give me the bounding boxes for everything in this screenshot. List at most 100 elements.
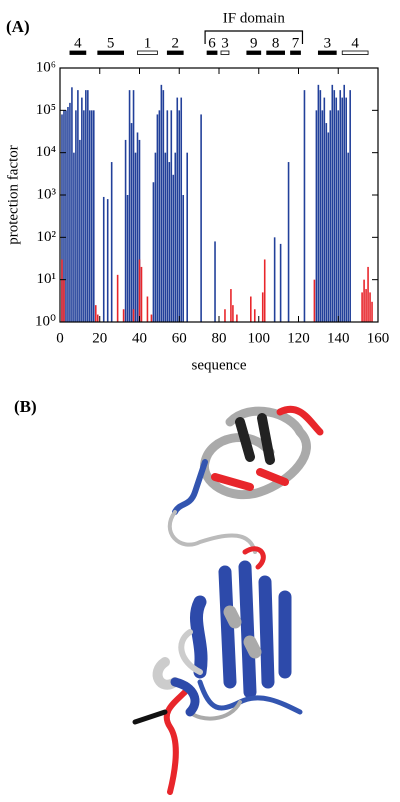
bar [156, 114, 159, 323]
segment-label: 8 [272, 35, 280, 51]
panel-label: (A) [6, 17, 30, 36]
bar [371, 301, 373, 322]
bar [250, 296, 252, 322]
bar [345, 97, 347, 323]
bar [339, 90, 342, 323]
bar [132, 90, 135, 323]
bar [323, 97, 326, 323]
bar [124, 139, 127, 322]
bar [319, 90, 322, 323]
y-axis-label: protection factor [5, 145, 21, 245]
bar [303, 90, 306, 323]
bar [333, 90, 336, 323]
bar [75, 110, 77, 322]
bar [317, 84, 320, 322]
bar [160, 84, 163, 322]
bar [79, 139, 81, 322]
bar [331, 84, 334, 322]
bar [325, 123, 328, 322]
bar [134, 152, 137, 322]
bar [140, 266, 143, 322]
bar [253, 309, 256, 322]
x-tick-label: 40 [132, 330, 147, 346]
y-tick-label: 10⁵ [36, 102, 56, 118]
bar [367, 266, 369, 322]
x-tick-label: 140 [327, 330, 350, 346]
bar [321, 110, 324, 322]
y-tick-label: 10⁴ [36, 144, 56, 160]
segment [220, 50, 230, 55]
bar [287, 162, 290, 322]
bar [106, 199, 109, 322]
bar [146, 296, 149, 322]
bar [337, 110, 340, 322]
bar [132, 309, 135, 322]
x-tick-label: 20 [92, 330, 107, 346]
x-tick-label: 80 [212, 330, 227, 346]
bar [92, 110, 95, 322]
bar [349, 90, 351, 323]
x-tick-label: 160 [367, 330, 390, 346]
bar [71, 87, 73, 322]
protein-structure: (B) [14, 397, 324, 795]
bar [347, 152, 349, 322]
bar [94, 305, 97, 322]
chart: (A) sequence protection factor 0 20 40 60 80… [5, 10, 390, 373]
bar [369, 292, 371, 322]
segment [317, 50, 337, 55]
bar [136, 132, 139, 322]
bar [158, 110, 161, 322]
bar [96, 314, 99, 322]
bar [313, 279, 316, 322]
bar [138, 259, 141, 322]
bar [61, 114, 63, 323]
y-tick-label: 10³ [37, 186, 57, 202]
ribbon [132, 406, 324, 795]
segment-label: 4 [74, 35, 82, 51]
bar [200, 114, 202, 323]
segment [166, 50, 184, 55]
y-tick-label: 10⁶ [36, 59, 56, 75]
bar [162, 90, 165, 323]
bar [152, 182, 155, 322]
bar [166, 110, 169, 322]
segment [69, 50, 87, 55]
domain-bracket [204, 30, 304, 44]
bar [263, 259, 266, 322]
segment-label: 3 [324, 35, 332, 51]
segment-label: 6 [208, 35, 216, 51]
segment-label: 1 [144, 35, 152, 51]
segment-label: 4 [351, 35, 359, 51]
domain-label: IF domain [223, 10, 286, 26]
bar [69, 102, 71, 322]
bar [63, 279, 65, 322]
bar [85, 90, 87, 323]
bar [315, 110, 318, 322]
bar [65, 110, 67, 322]
bar [176, 97, 179, 323]
segment-label: 5 [107, 35, 115, 51]
bar [273, 237, 276, 322]
bar [87, 90, 89, 323]
bar [91, 110, 93, 322]
bar [214, 241, 216, 322]
bar [180, 97, 183, 323]
bar [335, 97, 338, 323]
bar [63, 110, 65, 322]
bar [61, 259, 63, 322]
bar [110, 162, 113, 322]
bar [365, 289, 367, 322]
bar [279, 243, 282, 322]
segment [206, 50, 218, 55]
x-tick-label: 120 [287, 330, 310, 346]
segment-label: 3 [221, 35, 229, 51]
x-tick-label: 0 [56, 330, 64, 346]
bar [122, 309, 125, 322]
segment [266, 50, 285, 55]
bar [341, 97, 344, 323]
bar [130, 123, 133, 322]
bar [230, 289, 232, 322]
bar [224, 309, 226, 322]
bar [164, 152, 167, 322]
